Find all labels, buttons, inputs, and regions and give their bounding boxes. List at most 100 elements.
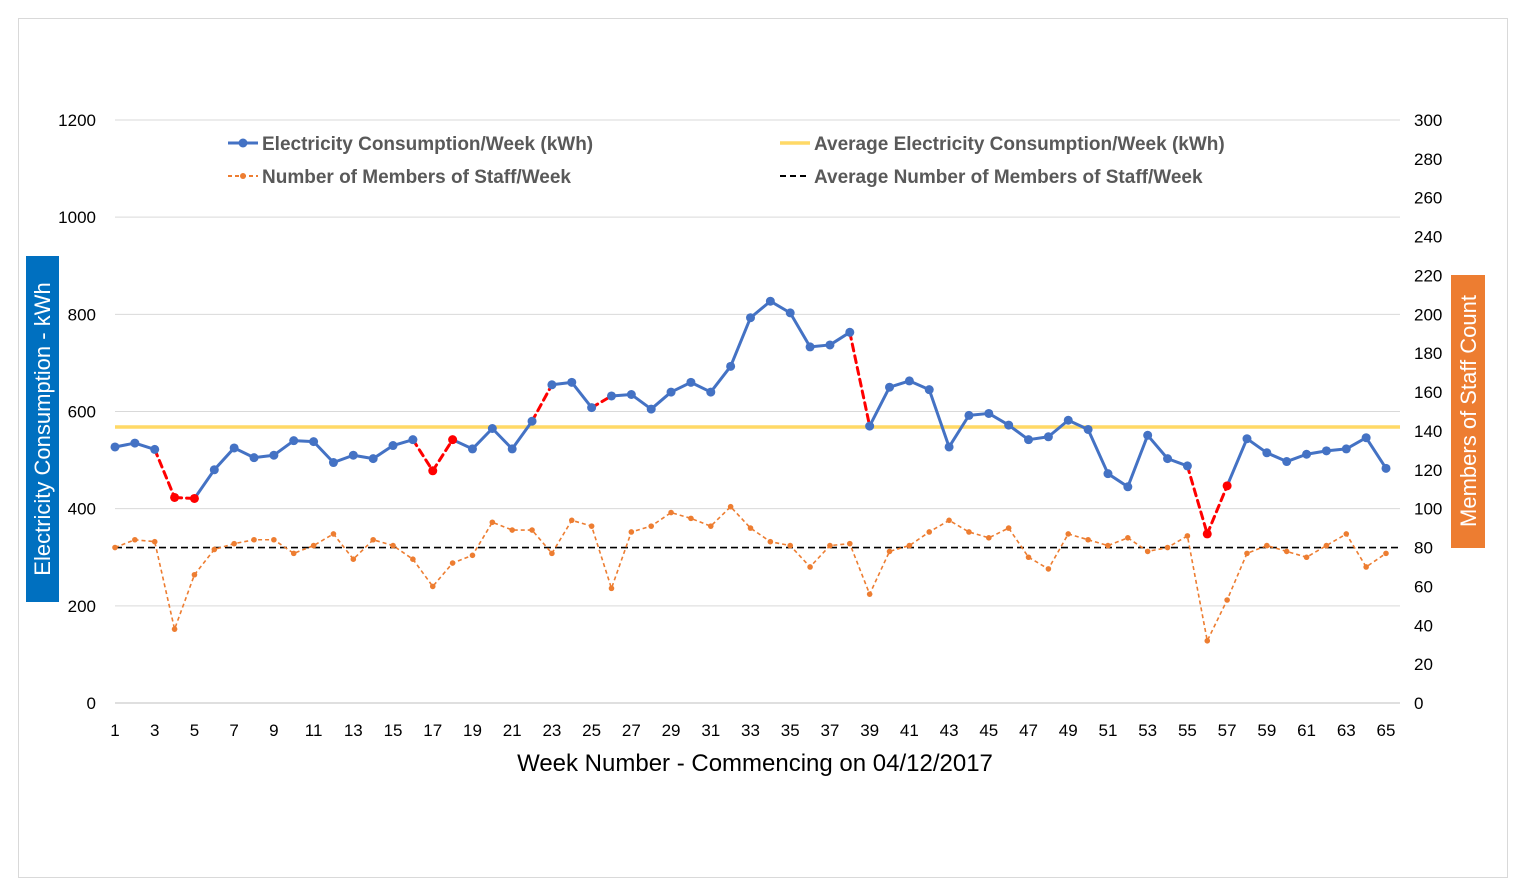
electricity-point xyxy=(507,444,517,454)
electricity-point xyxy=(1143,430,1153,440)
electricity-point xyxy=(527,416,537,426)
staff-point xyxy=(1025,554,1032,561)
legend: Electricity Consumption/Week (kWh) Avera… xyxy=(228,134,1225,188)
staff-point xyxy=(906,542,913,549)
x-tick-label: 51 xyxy=(1099,721,1118,740)
y-right-tick-label: 300 xyxy=(1414,111,1442,130)
staff-point xyxy=(946,517,952,524)
electricity-segment-highlight xyxy=(411,438,435,473)
staff-point xyxy=(1343,531,1350,537)
electricity-point xyxy=(189,493,199,503)
staff-point xyxy=(271,536,277,543)
electricity-point xyxy=(1321,446,1331,456)
staff-point xyxy=(429,583,436,590)
electricity-point xyxy=(1341,444,1351,454)
electricity-point xyxy=(209,465,219,475)
electricity-point xyxy=(606,391,616,401)
staff-point xyxy=(727,503,734,510)
y-left-tick-label: 200 xyxy=(68,597,96,616)
x-tick-label: 27 xyxy=(622,721,641,740)
staff-point xyxy=(211,546,218,553)
legend-label-avg-staff: Average Number of Members of Staff/Week xyxy=(814,167,1203,188)
staff-point xyxy=(1085,536,1091,543)
electricity-point xyxy=(130,438,140,448)
electricity-point xyxy=(1043,432,1053,442)
x-tick-label: 15 xyxy=(384,721,403,740)
staff-point xyxy=(648,523,655,529)
electricity-segment xyxy=(192,468,216,500)
electricity-point xyxy=(388,441,398,451)
y-left-tick-label: 0 xyxy=(87,694,96,713)
electricity-segment-highlight xyxy=(848,330,872,428)
electricity-segment xyxy=(470,427,494,451)
staff-point xyxy=(370,536,376,543)
y-right-tick-label: 220 xyxy=(1414,266,1442,285)
staff-point xyxy=(1224,597,1230,603)
electricity-point xyxy=(1163,454,1173,464)
staff-point xyxy=(1005,525,1012,531)
electricity-segment-highlight xyxy=(530,383,554,423)
electricity-point xyxy=(348,450,358,460)
staff-point xyxy=(1264,542,1270,549)
electricity-point xyxy=(368,454,378,464)
electricity-point xyxy=(110,442,120,452)
staff-point xyxy=(568,517,575,524)
electricity-segment-highlight xyxy=(431,438,455,473)
staff-point xyxy=(1323,542,1330,549)
electricity-point xyxy=(1083,424,1093,434)
electricity-segment-highlight xyxy=(1185,464,1209,536)
x-tick-label: 65 xyxy=(1377,721,1396,740)
staff-point xyxy=(688,515,694,522)
electricity-segment xyxy=(1225,437,1249,488)
electricity-point xyxy=(1381,463,1391,473)
electricity-point xyxy=(626,389,636,399)
staff-point xyxy=(231,540,237,547)
x-tick-label: 1 xyxy=(110,721,119,740)
y-right-tick-label: 260 xyxy=(1414,189,1442,208)
electricity-segment xyxy=(312,440,335,465)
y-right-tick-label: 240 xyxy=(1414,228,1442,247)
electricity-point xyxy=(944,442,954,452)
electricity-segment xyxy=(490,427,514,451)
electricity-point xyxy=(170,492,180,502)
electricity-point xyxy=(1004,420,1014,430)
electricity-point xyxy=(746,313,755,323)
electricity-point xyxy=(150,444,160,454)
electricity-point xyxy=(229,443,239,453)
electricity-point xyxy=(1262,448,1272,458)
y-right-tick-label: 200 xyxy=(1414,305,1442,324)
y-right-tick-label: 280 xyxy=(1414,150,1442,169)
electricity-point xyxy=(646,404,656,414)
staff-point xyxy=(310,542,317,549)
x-tick-label: 41 xyxy=(900,721,919,740)
x-tick-label: 19 xyxy=(463,721,482,740)
staff-point xyxy=(1244,550,1250,557)
electricity-point xyxy=(487,424,497,434)
staff-point xyxy=(1045,566,1052,572)
electricity-point xyxy=(1361,433,1371,443)
x-tick-label: 7 xyxy=(229,721,238,740)
gridlines xyxy=(115,119,1400,704)
staff-point xyxy=(767,538,774,545)
x-tick-label: 39 xyxy=(860,721,879,740)
staff-point xyxy=(827,542,833,549)
staff-point xyxy=(1184,533,1191,539)
y-right-tick-label: 140 xyxy=(1414,422,1442,441)
staff-point xyxy=(866,591,873,597)
y-axis-left-title-text: Electricity Consumption - kWh xyxy=(30,282,55,575)
y-right-tick-label: 100 xyxy=(1414,500,1442,519)
y-right-tick-label: 120 xyxy=(1414,461,1442,480)
right-axis-ticks: 0 20 40 60 80 100 120 140 160 180 200 220 240 260 280 3… xyxy=(1414,111,1442,713)
x-tick-label: 47 xyxy=(1019,721,1038,740)
staff-point xyxy=(1363,564,1369,570)
x-tick-label: 23 xyxy=(542,721,561,740)
electricity-point xyxy=(1182,461,1192,471)
y-right-tick-label: 20 xyxy=(1414,655,1433,674)
electricity-point xyxy=(1302,449,1312,459)
y-left-tick-label: 800 xyxy=(68,305,96,324)
electricity-segment xyxy=(729,316,752,368)
electricity-point xyxy=(1222,481,1232,491)
x-tick-label: 53 xyxy=(1138,721,1157,740)
staff-point xyxy=(191,571,198,578)
